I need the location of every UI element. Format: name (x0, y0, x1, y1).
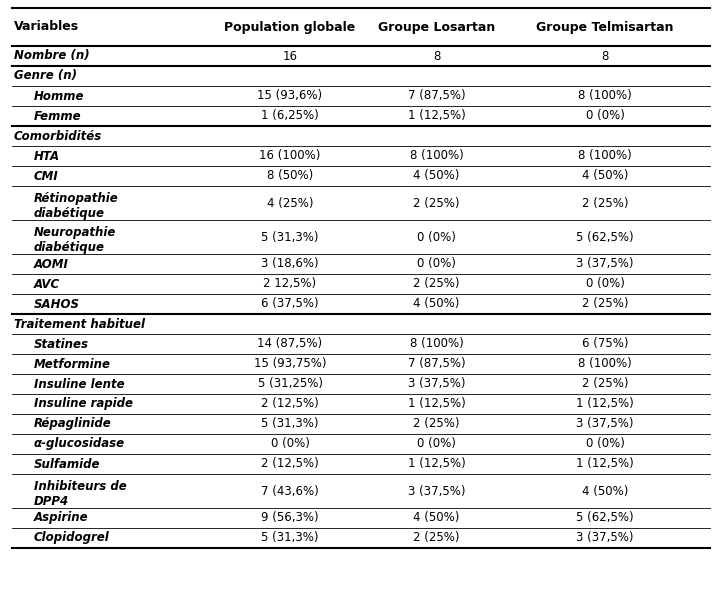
Text: HTA: HTA (34, 150, 60, 162)
Text: 14 (87,5%): 14 (87,5%) (257, 338, 323, 350)
Text: 8 (100%): 8 (100%) (578, 358, 632, 370)
Text: Inhibiteurs de
DPP4: Inhibiteurs de DPP4 (34, 480, 127, 508)
Text: Aspirine: Aspirine (34, 511, 88, 525)
Text: 2 (12,5%): 2 (12,5%) (261, 458, 319, 470)
Text: AVC: AVC (34, 278, 60, 290)
Text: 1 (12,5%): 1 (12,5%) (576, 398, 634, 410)
Text: 0 (0%): 0 (0%) (270, 438, 309, 450)
Text: Population globale: Population globale (224, 21, 356, 33)
Text: 9 (56,3%): 9 (56,3%) (261, 511, 319, 525)
Text: 4 (25%): 4 (25%) (267, 196, 313, 210)
Text: 2 12,5%): 2 12,5%) (263, 278, 316, 290)
Text: 1 (12,5%): 1 (12,5%) (408, 110, 465, 122)
Text: 4 (50%): 4 (50%) (413, 511, 459, 525)
Text: 3 (37,5%): 3 (37,5%) (408, 378, 465, 390)
Text: 1 (12,5%): 1 (12,5%) (408, 398, 465, 410)
Text: 5 (62,5%): 5 (62,5%) (576, 230, 634, 244)
Text: Femme: Femme (34, 110, 82, 122)
Text: 3 (37,5%): 3 (37,5%) (576, 531, 633, 545)
Text: 15 (93,6%): 15 (93,6%) (257, 90, 323, 102)
Text: Insuline rapide: Insuline rapide (34, 398, 133, 410)
Text: Variables: Variables (14, 21, 79, 33)
Text: CMI: CMI (34, 170, 59, 182)
Text: 15 (93,75%): 15 (93,75%) (254, 358, 326, 370)
Text: Clopidogrel: Clopidogrel (34, 531, 110, 545)
Text: 2 (25%): 2 (25%) (582, 196, 628, 210)
Text: 3 (18,6%): 3 (18,6%) (261, 258, 319, 270)
Text: 3 (37,5%): 3 (37,5%) (408, 485, 465, 498)
Text: α-glucosidase: α-glucosidase (34, 438, 125, 450)
Text: 4 (50%): 4 (50%) (582, 485, 628, 498)
Text: 6 (75%): 6 (75%) (582, 338, 628, 350)
Text: 3 (37,5%): 3 (37,5%) (576, 418, 633, 430)
Text: 5 (31,3%): 5 (31,3%) (261, 531, 319, 545)
Text: 5 (31,3%): 5 (31,3%) (261, 230, 319, 244)
Text: 4 (50%): 4 (50%) (413, 170, 459, 182)
Text: 0 (0%): 0 (0%) (585, 110, 624, 122)
Text: 5 (31,25%): 5 (31,25%) (257, 378, 323, 390)
Text: 5 (31,3%): 5 (31,3%) (261, 418, 319, 430)
Text: 3 (37,5%): 3 (37,5%) (576, 258, 633, 270)
Text: 8 (100%): 8 (100%) (410, 338, 463, 350)
Text: Rétinopathie
diabétique: Rétinopathie diabétique (34, 192, 119, 220)
Text: 0 (0%): 0 (0%) (417, 230, 456, 244)
Text: 7 (87,5%): 7 (87,5%) (408, 90, 465, 102)
Text: 8 (50%): 8 (50%) (267, 170, 313, 182)
Text: Répaglinide: Répaglinide (34, 418, 111, 430)
Text: 2 (25%): 2 (25%) (413, 418, 459, 430)
Text: 2 (25%): 2 (25%) (413, 278, 459, 290)
Text: 1 (12,5%): 1 (12,5%) (408, 458, 465, 470)
Text: 8 (100%): 8 (100%) (410, 150, 463, 162)
Text: Statines: Statines (34, 338, 89, 350)
Text: 1 (12,5%): 1 (12,5%) (576, 458, 634, 470)
Text: Homme: Homme (34, 90, 85, 102)
Text: AOMI: AOMI (34, 258, 69, 270)
Text: 2 (25%): 2 (25%) (413, 531, 459, 545)
Text: 6 (37,5%): 6 (37,5%) (261, 298, 319, 310)
Text: 4 (50%): 4 (50%) (413, 298, 459, 310)
Text: 0 (0%): 0 (0%) (585, 438, 624, 450)
Text: 7 (87,5%): 7 (87,5%) (408, 358, 465, 370)
Text: Metformine: Metformine (34, 358, 111, 370)
Text: 8: 8 (433, 50, 440, 62)
Text: 2 (12,5%): 2 (12,5%) (261, 398, 319, 410)
Text: 0 (0%): 0 (0%) (585, 278, 624, 290)
Text: 0 (0%): 0 (0%) (417, 258, 456, 270)
Text: 8 (100%): 8 (100%) (578, 150, 632, 162)
Text: Neuropathie
diabétique: Neuropathie diabétique (34, 226, 116, 254)
Text: 0 (0%): 0 (0%) (417, 438, 456, 450)
Text: Groupe Telmisartan: Groupe Telmisartan (536, 21, 674, 33)
Text: 2 (25%): 2 (25%) (413, 196, 459, 210)
Text: 2 (25%): 2 (25%) (582, 378, 628, 390)
Text: 2 (25%): 2 (25%) (582, 298, 628, 310)
Text: 8: 8 (601, 50, 609, 62)
Text: Genre (n): Genre (n) (14, 70, 77, 82)
Text: SAHOS: SAHOS (34, 298, 80, 310)
Text: 8 (100%): 8 (100%) (578, 90, 632, 102)
Text: Traitement habituel: Traitement habituel (14, 318, 145, 330)
Text: 4 (50%): 4 (50%) (582, 170, 628, 182)
Text: Comorbidités: Comorbidités (14, 130, 102, 142)
Text: 1 (6,25%): 1 (6,25%) (261, 110, 319, 122)
Text: 5 (62,5%): 5 (62,5%) (576, 511, 634, 525)
Text: Groupe Losartan: Groupe Losartan (378, 21, 495, 33)
Text: 7 (43,6%): 7 (43,6%) (261, 485, 319, 498)
Text: 16: 16 (283, 50, 298, 62)
Text: 16 (100%): 16 (100%) (260, 150, 321, 162)
Text: Nombre (n): Nombre (n) (14, 50, 90, 62)
Text: Sulfamide: Sulfamide (34, 458, 101, 470)
Text: Insuline lente: Insuline lente (34, 378, 124, 390)
